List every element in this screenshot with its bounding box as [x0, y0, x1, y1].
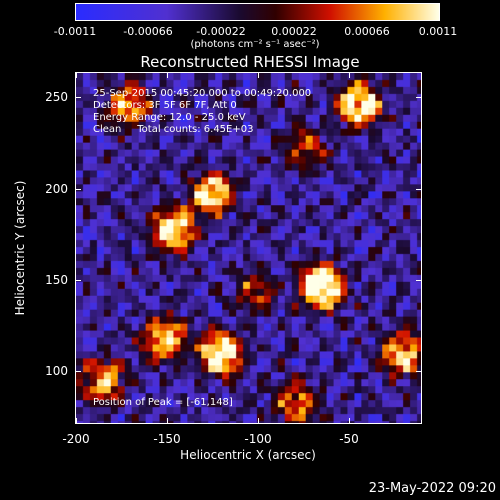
colorbar-tick-label: 0.00066 — [344, 25, 390, 38]
x-tick-label: -150 — [153, 432, 181, 446]
colorbar-tick-label: 0.00022 — [271, 25, 317, 38]
y-tick-mark — [75, 279, 81, 281]
detectors-info: Detectors: 3F 5F 6F 7F, Att 0 — [93, 100, 237, 111]
time-range: 25-Sep-2015 00:45:20.000 to 00:49:20.000 — [93, 88, 312, 99]
colorbar-tick-label: -0.00066 — [123, 25, 173, 38]
x-tick-label: -50 — [339, 432, 359, 446]
y-tick-mark — [75, 370, 81, 372]
x-tick-mark — [166, 418, 168, 424]
y-tick-label: 150 — [45, 273, 68, 287]
x-tick-mark — [257, 418, 259, 424]
clean-info: Clean Total counts: 6.45E+03 — [93, 124, 254, 135]
y-tick-mark — [416, 279, 422, 281]
x-tick-mark — [348, 72, 350, 78]
y-tick-mark — [75, 96, 81, 98]
image-title: Reconstructed RHESSI Image — [140, 53, 360, 71]
y-tick-mark — [75, 188, 81, 190]
colorbar-units: (photons cm⁻² s⁻¹ asec⁻²) — [190, 39, 320, 50]
energy-range: Energy Range: 12.0 - 25.0 keV — [93, 112, 246, 123]
x-tick-mark — [166, 72, 168, 78]
y-tick-label: 250 — [45, 90, 68, 104]
y-tick-mark — [416, 370, 422, 372]
colorbar-tick-label: -0.0011 — [53, 25, 97, 38]
colorbar-tick-label: -0.00022 — [196, 25, 246, 38]
peak-position: Position of Peak = [-61,148] — [93, 397, 233, 408]
y-tick-mark — [416, 96, 422, 98]
x-tick-label: -100 — [244, 432, 272, 446]
y-axis-label: Heliocentric Y (arcsec) — [13, 180, 27, 316]
x-tick-mark — [75, 72, 77, 78]
x-tick-mark — [257, 72, 259, 78]
plot-area — [75, 72, 422, 424]
y-tick-mark — [416, 188, 422, 190]
y-tick-label: 200 — [45, 182, 68, 196]
y-tick-label: 100 — [45, 364, 68, 378]
timestamp-footer: 23-May-2022 09:20 — [368, 481, 496, 496]
x-tick-mark — [75, 418, 77, 424]
heatmap-image — [76, 73, 421, 423]
x-tick-label: -200 — [62, 432, 90, 446]
colorbar-tick-label: 0.0011 — [418, 25, 458, 38]
x-tick-mark — [348, 418, 350, 424]
colorbar — [75, 3, 440, 21]
x-axis-label: Heliocentric X (arcsec) — [180, 448, 316, 462]
